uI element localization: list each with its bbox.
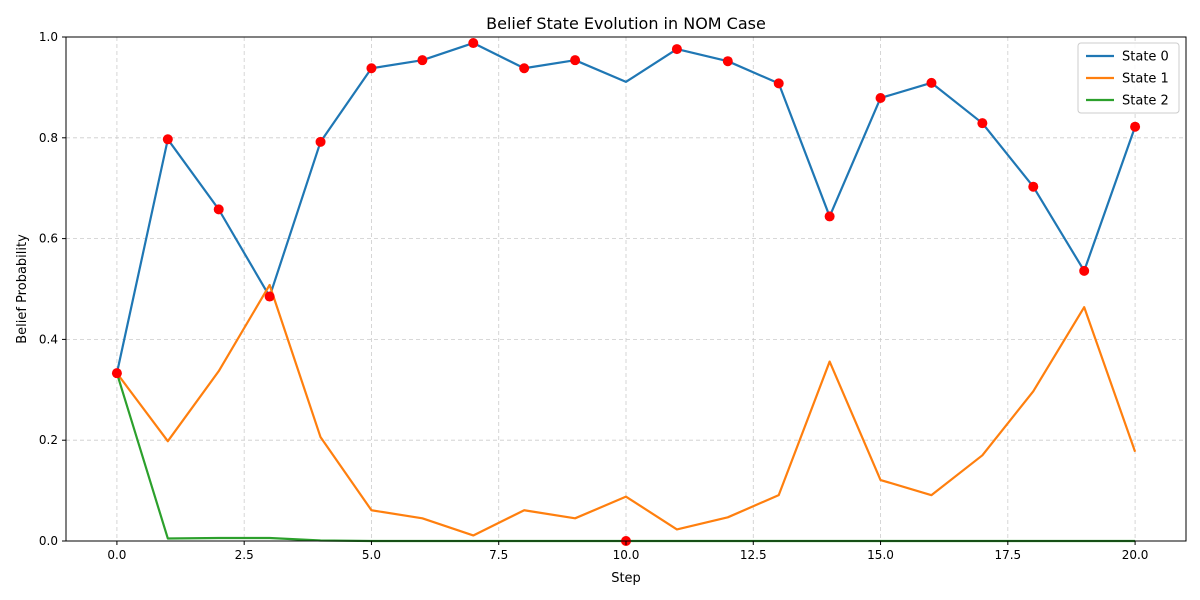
x-axis-label: Step bbox=[611, 571, 641, 586]
marker-point bbox=[722, 56, 733, 67]
marker-point bbox=[1079, 265, 1090, 276]
marker-point bbox=[162, 134, 173, 145]
x-tick-label: 20.0 bbox=[1122, 548, 1149, 562]
x-tick-label: 10.0 bbox=[613, 548, 640, 562]
x-tick-label: 17.5 bbox=[994, 548, 1021, 562]
marker-point bbox=[519, 63, 530, 74]
legend: State 0 State 1 State 2 bbox=[1077, 42, 1180, 114]
marker-point bbox=[366, 63, 377, 74]
marker-point bbox=[977, 118, 988, 129]
marker-point bbox=[213, 204, 224, 215]
marker-point bbox=[824, 211, 835, 222]
marker-point bbox=[417, 55, 428, 66]
y-tick-label: 1.0 bbox=[39, 30, 58, 44]
y-tick-label: 0.8 bbox=[39, 131, 58, 145]
x-axis-ticks: 0.0 2.5 5.0 7.5 10.0 12.5 15.0 17.5 20.0 bbox=[107, 541, 1148, 562]
chart-title: Belief State Evolution in NOM Case bbox=[486, 14, 766, 33]
y-tick-label: 0.2 bbox=[39, 433, 58, 447]
marker-point bbox=[264, 291, 275, 302]
x-tick-label: 12.5 bbox=[740, 548, 767, 562]
series-line-state-0 bbox=[115, 41, 1137, 374]
y-tick-label: 0.6 bbox=[39, 232, 58, 246]
x-tick-label: 15.0 bbox=[867, 548, 894, 562]
y-tick-label: 0.0 bbox=[39, 534, 58, 548]
x-tick-label: 2.5 bbox=[235, 548, 254, 562]
legend-box bbox=[1077, 42, 1180, 114]
marker-point bbox=[111, 368, 122, 379]
marker-point bbox=[671, 44, 682, 55]
marker-point bbox=[926, 77, 937, 88]
marker-point bbox=[315, 136, 326, 147]
x-tick-label: 7.5 bbox=[489, 548, 508, 562]
y-tick-label: 0.4 bbox=[39, 332, 58, 346]
series-line-state-1 bbox=[116, 283, 1137, 537]
y-axis-label: Belief Probability bbox=[15, 234, 30, 344]
legend-label: State 1 bbox=[1122, 72, 1169, 87]
marker-point bbox=[1028, 181, 1039, 192]
legend-label: State 2 bbox=[1122, 94, 1169, 109]
legend-label: State 0 bbox=[1122, 50, 1169, 65]
marker-point bbox=[875, 92, 886, 103]
marker-point bbox=[1130, 121, 1141, 132]
y-axis-ticks: 0.0 0.2 0.4 0.6 0.8 1.0 bbox=[39, 30, 66, 548]
marker-point bbox=[773, 78, 784, 89]
grid bbox=[66, 36, 1186, 542]
marker-point bbox=[468, 38, 479, 49]
marker-point bbox=[570, 55, 581, 66]
x-tick-label: 5.0 bbox=[362, 548, 381, 562]
x-tick-label: 0.0 bbox=[107, 548, 126, 562]
red-markers bbox=[111, 38, 1141, 546]
